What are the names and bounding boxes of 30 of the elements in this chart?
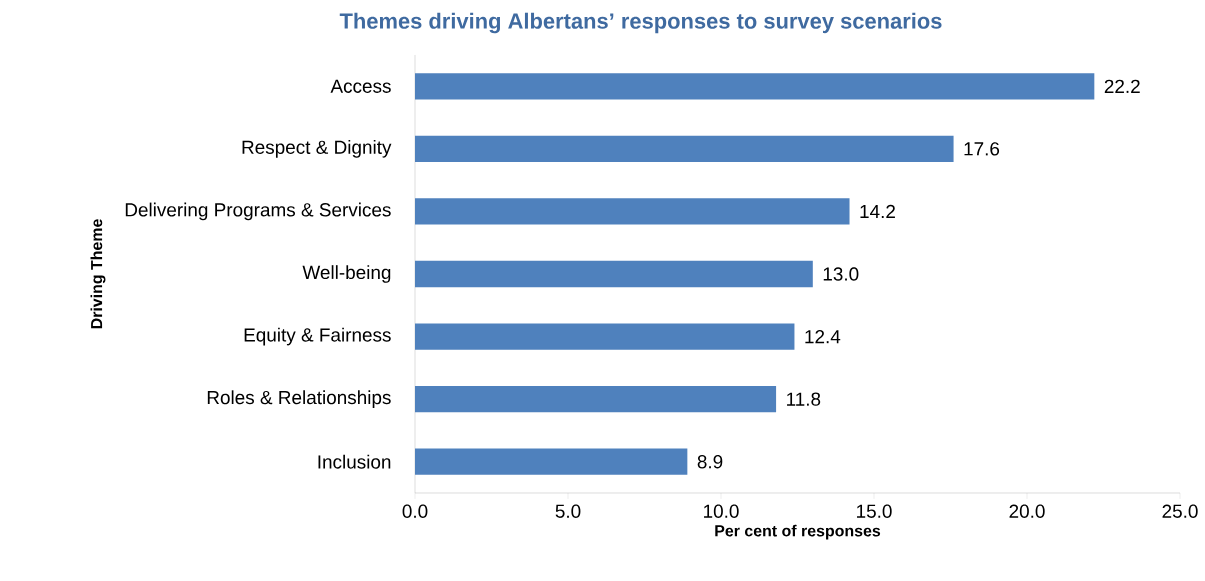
data-label: 13.0 [823,267,859,281]
x-tick-label: 5.0 [555,504,581,518]
bar [415,135,954,162]
bar [415,73,1095,100]
y-tick-label: Well-being [302,265,391,283]
data-label: 14.2 [860,204,895,219]
data-label: 22.2 [1104,79,1140,93]
y-tick-label: Inclusion [318,454,391,469]
y-tick-label: Roles & Relationships [207,390,391,408]
x-axis-title: Per cent of responses [715,524,881,540]
y-tick-label: Access [330,79,391,93]
x-tick-label: 15.0 [857,504,892,518]
x-tick-label: 20.0 [1009,504,1045,518]
data-label: 11.8 [787,392,821,406]
bar [415,323,795,350]
y-tick-label: Delivering Programs & Services [125,202,391,221]
x-tick-label: 0.0 [402,504,428,518]
x-tick-label: 10.0 [704,504,739,518]
y-tick-label: Respect & Dignity [242,140,392,158]
bar [415,260,813,288]
chart-title: Themes driving Albertans’ responses to survey scenarios [339,12,942,34]
y-axis-title: Driving Theme [90,219,106,329]
bar [415,448,688,475]
bar [415,198,850,225]
bar [415,386,777,413]
x-tick-label: 25.0 [1162,504,1198,518]
data-label: 12.4 [805,329,841,344]
data-label: 8.9 [697,455,723,469]
data-label: 17.6 [964,142,1000,156]
y-tick-label: Equity & Fairness [244,327,391,346]
